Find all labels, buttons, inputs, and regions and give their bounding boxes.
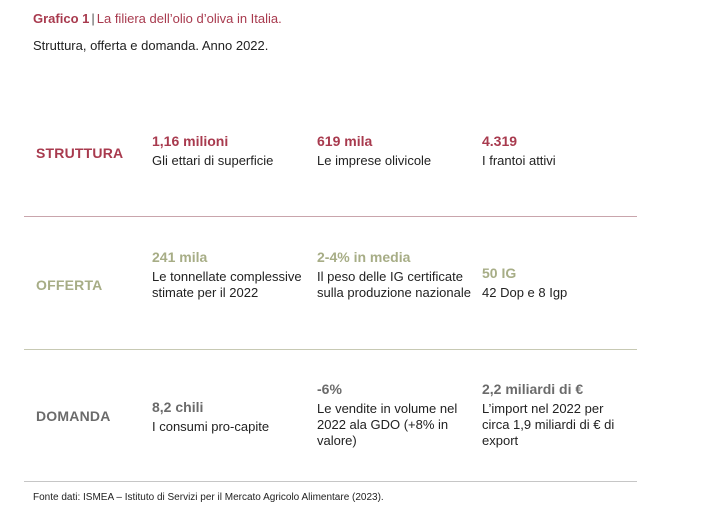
struttura-desc-frantoi: I frantoi attivi (482, 153, 556, 168)
struttura-item-frantoi: 4.319 I frantoi attivi (482, 133, 642, 169)
struttura-value-frantoi: 4.319 (482, 133, 518, 149)
domanda-value-import: 2,2 miliardi di € (482, 381, 584, 397)
section-label-struttura: STRUTTURA (36, 145, 124, 161)
chart-title-line: Grafico 1 | La filiera dell’olio d’oliva i… (33, 11, 282, 26)
chart-title: La filiera dell’olio d’oliva in Italia. (96, 11, 282, 26)
offerta-desc-tonnellate: Le tonnellate complessive stimate per il… (152, 269, 302, 300)
offerta-value-ig-peso: 2-4% in media (317, 249, 411, 265)
domanda-desc-consumi: I consumi pro-capite (152, 419, 270, 434)
section-label-domanda: DOMANDA (36, 408, 111, 424)
domanda-desc-import: L’import nel 2022 per circa 1,9 miliardi… (482, 401, 615, 448)
divider-struttura-offerta (24, 216, 637, 217)
struttura-item-ettari: 1,16 milioni Gli ettari di superficie (152, 133, 312, 169)
struttura-value-imprese: 619 mila (317, 133, 373, 149)
offerta-value-ig-count: 50 IG (482, 265, 517, 281)
offerta-desc-ig-peso: Il peso delle IG certificate sulla produ… (317, 269, 471, 300)
domanda-item-vendite: -6% Le vendite in volume nel 2022 ala GD… (317, 381, 467, 449)
section-label-offerta: OFFERTA (36, 277, 103, 293)
struttura-value-ettari: 1,16 milioni (152, 133, 229, 149)
offerta-item-ig-count: 50 IG 42 Dop e 8 Igp (482, 265, 642, 301)
struttura-desc-imprese: Le imprese olivicole (317, 153, 432, 168)
source-note: Fonte dati: ISMEA – Istituto di Servizi … (33, 492, 384, 503)
title-separator: | (91, 11, 95, 26)
chart-subtitle: Struttura, offerta e domanda. Anno 2022. (33, 38, 269, 53)
domanda-desc-vendite: Le vendite in volume nel 2022 ala GDO (+… (317, 401, 458, 448)
domanda-value-consumi: 8,2 chili (152, 399, 204, 415)
offerta-value-tonnellate: 241 mila (152, 249, 208, 265)
domanda-item-import: 2,2 miliardi di € L’import nel 2022 per … (482, 381, 632, 449)
divider-footer (24, 481, 637, 482)
offerta-item-tonnellate: 241 mila Le tonnellate complessive stima… (152, 249, 302, 301)
offerta-desc-ig-count: 42 Dop e 8 Igp (482, 285, 568, 300)
offerta-item-ig-peso: 2-4% in media Il peso delle IG certifica… (317, 249, 472, 301)
struttura-item-imprese: 619 mila Le imprese olivicole (317, 133, 477, 169)
domanda-value-vendite: -6% (317, 381, 342, 397)
divider-offerta-domanda (24, 349, 637, 350)
chart-number-label: Grafico 1 (33, 11, 90, 26)
struttura-desc-ettari: Gli ettari di superficie (152, 153, 274, 168)
domanda-item-consumi: 8,2 chili I consumi pro-capite (152, 399, 312, 435)
